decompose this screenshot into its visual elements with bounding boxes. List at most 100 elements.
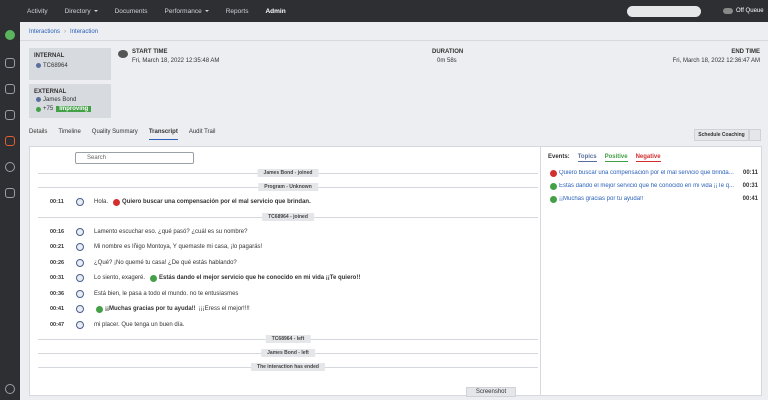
event[interactable]: Estás dando el mejor servicio que he con… [548,181,758,191]
tab[interactable]: Details [29,129,48,135]
avatar [76,320,84,329]
message-text: Quiero buscar una compensación por el ma… [122,199,311,205]
positive-icon [550,182,557,190]
score: +75 Improving [34,106,92,112]
avatar [76,274,84,282]
message: 00:16 Lamento escuchar eso. ¿qué pasó? ¿c… [50,227,250,237]
message-text: Lamento escuchar eso. ¿qué pasó? ¿cuál e… [94,228,248,235]
nav-item[interactable]: Reports [225,7,249,15]
search-input[interactable]: Search [75,152,194,164]
schedule-coaching-button[interactable]: Schedule Coaching [694,129,749,141]
nav-item[interactable]: Admin [265,7,286,15]
breadcrumb-link[interactable]: Interactions [29,29,61,35]
event-filter[interactable]: Positive [604,154,628,162]
positive-icon [150,274,158,282]
timestamp: 00:21 [50,244,65,250]
separator: › [64,29,67,35]
events-header: Events: Topics Positive Negative [548,154,758,162]
label: EXTERNAL [34,89,67,95]
message: 00:41 ¡¡Muchas gracias por tu ayuda!! ¡¡¡E… [50,304,253,314]
avatar [76,289,84,298]
status-toggle[interactable]: Off Queue [723,0,764,22]
system-message: The interaction has ended [38,363,538,371]
timestamp: 00:41 [50,306,65,312]
nav-icon[interactable] [5,188,15,198]
event-text: Quiero buscar una compensación por el ma… [559,170,734,176]
timestamp: 00:16 [50,228,65,235]
event[interactable]: Quiero buscar una compensación por el ma… [548,168,758,178]
system-message: James Bond - joined [38,169,538,177]
system-message: James Bond - left [38,349,538,357]
event-filter[interactable]: Topics [577,154,597,162]
screenshot-button[interactable]: Screenshot [466,387,516,397]
text: James Bond [43,97,77,104]
positive-icon [550,195,557,203]
tabs: Details Timeline Quality Summary Transcript… [29,129,227,140]
label: DURATION [432,49,464,55]
events-label: Events: [548,154,570,160]
avatar[interactable] [5,30,15,40]
nav-icon[interactable] [5,136,15,146]
label: END TIME [731,49,760,55]
nav-icon[interactable] [5,162,15,172]
avatar [76,227,84,236]
global-search[interactable] [627,6,701,17]
tab[interactable]: Timeline [58,129,81,135]
message: 00:26 ¿Qué? ¡No quemé tu casa! ¿De qué es… [50,258,240,268]
icon [36,106,41,112]
events: Events: Topics Positive Negative Quiero busc… [548,154,758,203]
negative-icon [113,198,121,206]
breadcrumb-link[interactable]: Interaction [70,29,99,35]
value: 0m 58s [437,58,457,64]
external-card: EXTERNAL James Bond +75 Improving [29,84,111,118]
customer: James Bond [34,97,76,103]
avatar [76,243,84,251]
event-filter[interactable]: Negative [635,154,661,162]
system-text: James Bond - joined [257,169,319,177]
positive-icon [96,305,103,313]
timestamp: 00:26 [50,259,65,266]
event-time: 00:31 [742,183,758,189]
chat-icon [118,50,128,58]
top-bar [0,0,768,22]
internal-card: INTERNAL TC68964 [29,48,111,80]
icon [36,63,41,68]
value: Fri, March 18, 2022 12:35:48 AM [132,58,220,64]
timestamp: 00:47 [50,321,65,328]
message-text: ¡¡Muchas gracias por tu ayuda!! [105,306,196,312]
message: 00:47 mi placer. Que tenga un buen día. [50,320,187,330]
system-message: Program - Unknown [38,183,538,191]
system-text: James Bond - left [261,349,315,357]
system-text: TC68964 - joined [262,212,314,221]
message-text: ¿Qué? ¡No quemé tu casa! ¿De qué estás h… [94,259,237,266]
message-text: ¡¡¡Eress el mejor!!!! [198,306,250,312]
nav-item[interactable]: Activity [27,7,48,15]
message-text: mi placer. Que tenga un buen día. [94,321,185,328]
message: 00:31 Lo siento, exageré. Estás dando el m… [50,273,363,283]
nav-icon[interactable] [5,110,15,120]
message-text: Estás dando el mejor servicio que he con… [159,275,361,281]
nav-item[interactable]: Documents [114,7,148,15]
nav-item[interactable]: Directory [65,8,98,15]
nav-item[interactable]: Performance [164,8,208,15]
tab[interactable]: Transcript [148,129,178,140]
avatar [76,258,84,267]
toggle[interactable] [723,8,733,14]
status-text: Off Queue [736,8,764,14]
system-text: Program - Unknown [258,183,318,191]
agent-id: TC68964 [34,63,68,69]
help-icon[interactable] [5,384,15,394]
system-text: TC68964 - left [265,335,311,343]
event-time: 00:41 [742,196,758,202]
nav-icon[interactable] [5,84,15,94]
dropdown-button[interactable] [749,129,761,141]
breadcrumb: Interactions › Interaction [29,29,102,35]
event[interactable]: ¡¡Muchas gracias por tu ayuda!! 00:41 [548,194,758,204]
nav-icon[interactable] [5,58,15,68]
label: START TIME [132,49,168,55]
tab[interactable]: Quality Summary [91,129,138,135]
message-text: Lo siento, exageré. [94,275,146,281]
message-text: Mi nombre es Iñigo Montoya, Y quemaste m… [94,244,263,250]
tab[interactable]: Audit Trail [188,129,216,135]
badge: Improving [56,106,92,112]
